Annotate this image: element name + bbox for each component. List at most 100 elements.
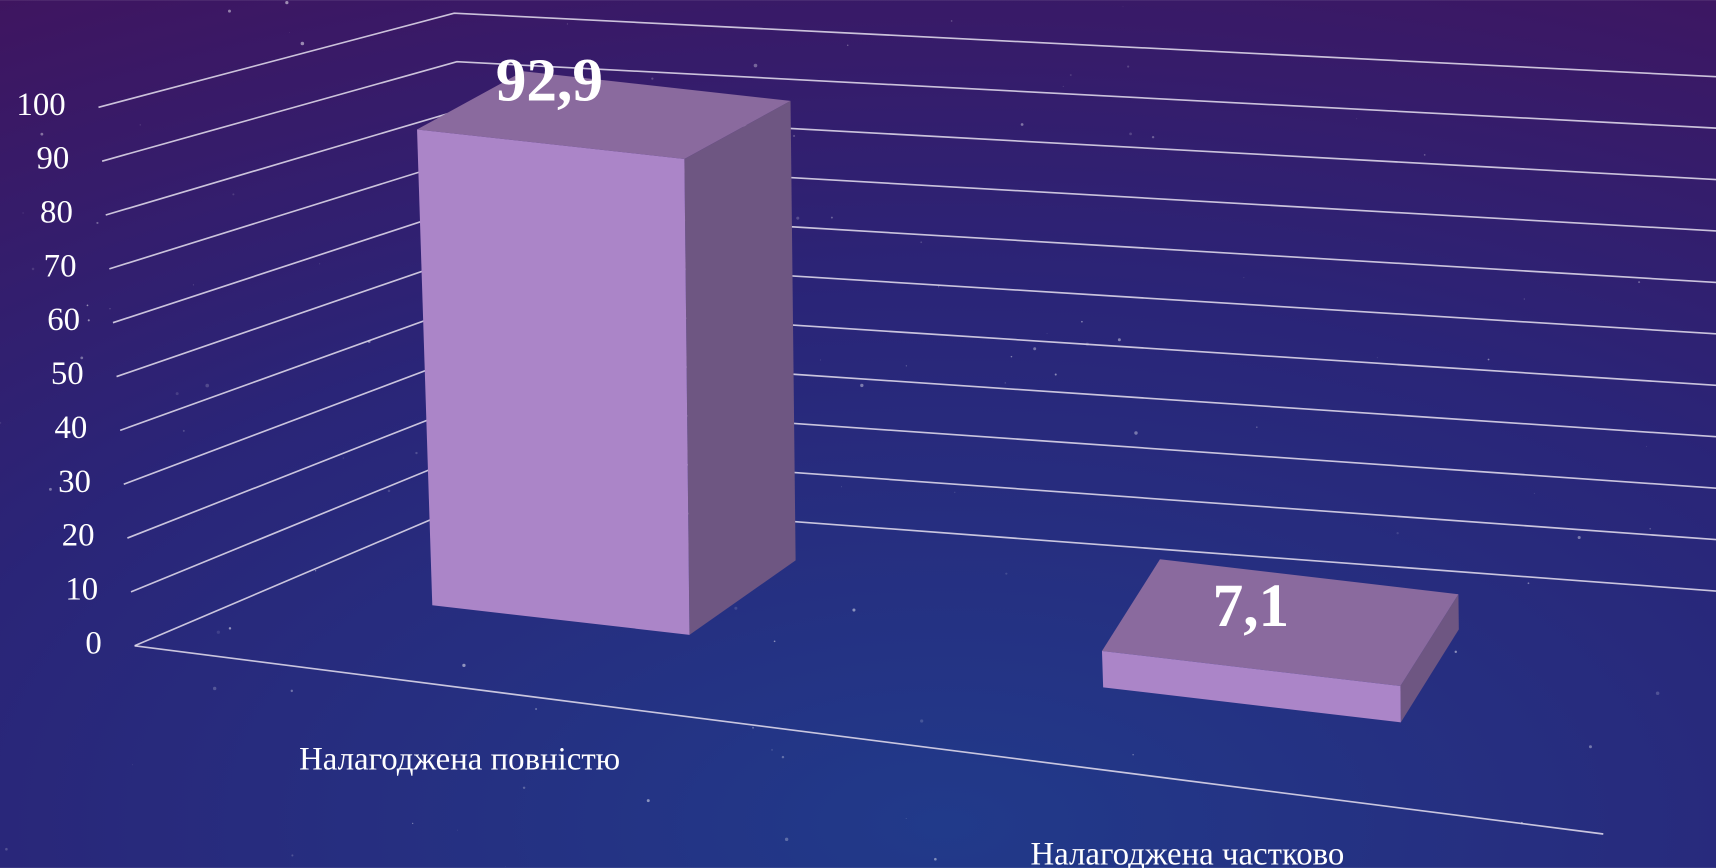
star bbox=[228, 9, 231, 13]
stars bbox=[0, 1, 1660, 868]
bar-side bbox=[684, 100, 796, 635]
star bbox=[228, 627, 232, 630]
bar-front bbox=[417, 129, 690, 635]
star bbox=[285, 1, 289, 5]
star bbox=[1533, 492, 1535, 494]
star bbox=[752, 726, 755, 729]
star bbox=[651, 77, 654, 80]
y-tick-label: 100 bbox=[16, 87, 65, 123]
star bbox=[1527, 582, 1530, 585]
star bbox=[1655, 691, 1660, 695]
star bbox=[192, 284, 194, 286]
star bbox=[830, 216, 833, 219]
star bbox=[319, 263, 321, 265]
y-tick-label: 70 bbox=[44, 248, 77, 284]
star bbox=[462, 663, 466, 668]
star bbox=[457, 829, 459, 831]
star bbox=[291, 854, 294, 857]
star bbox=[1081, 320, 1083, 323]
y-tick-label: 0 bbox=[85, 625, 101, 661]
star bbox=[342, 457, 345, 459]
star bbox=[846, 44, 849, 46]
star bbox=[796, 216, 800, 220]
star bbox=[920, 241, 923, 244]
y-tick-label: 10 bbox=[65, 571, 98, 607]
star bbox=[205, 383, 210, 388]
star bbox=[1033, 347, 1037, 351]
star bbox=[1132, 754, 1134, 756]
star bbox=[87, 319, 90, 322]
star bbox=[1117, 338, 1121, 342]
star bbox=[1062, 85, 1064, 87]
star bbox=[646, 799, 650, 803]
star bbox=[860, 383, 864, 388]
star bbox=[216, 630, 220, 634]
star bbox=[40, 132, 44, 136]
star bbox=[1638, 281, 1641, 284]
star bbox=[290, 689, 294, 693]
x-tick-label: Налагоджена повністю bbox=[299, 741, 620, 777]
star bbox=[232, 193, 235, 196]
star bbox=[131, 764, 133, 766]
star bbox=[86, 304, 89, 307]
y-tick-label: 60 bbox=[47, 302, 80, 338]
star bbox=[954, 491, 956, 493]
bar-front bbox=[1101, 650, 1401, 723]
star bbox=[1577, 535, 1581, 540]
star bbox=[1010, 355, 1013, 358]
bar-top bbox=[1101, 559, 1459, 687]
star bbox=[139, 124, 141, 126]
bar-top bbox=[417, 71, 791, 160]
star bbox=[1589, 745, 1592, 749]
star bbox=[734, 606, 738, 610]
star bbox=[0, 421, 2, 424]
y-tick-label: 40 bbox=[55, 410, 88, 446]
y-tick-label: 80 bbox=[40, 195, 73, 231]
star bbox=[753, 63, 758, 68]
star bbox=[1243, 277, 1245, 279]
star bbox=[1151, 135, 1155, 139]
grid-line bbox=[98, 12, 1716, 109]
star bbox=[408, 766, 411, 769]
star bbox=[1129, 132, 1132, 136]
star bbox=[1046, 333, 1048, 335]
star bbox=[950, 20, 953, 22]
star bbox=[535, 708, 538, 711]
star bbox=[109, 308, 111, 310]
star bbox=[1646, 446, 1647, 447]
star bbox=[1004, 382, 1006, 384]
star bbox=[1005, 572, 1008, 575]
star bbox=[781, 755, 785, 759]
star bbox=[1376, 357, 1378, 359]
star bbox=[852, 608, 856, 612]
y-tick-label: 30 bbox=[58, 464, 91, 500]
floor-edge bbox=[134, 644, 1604, 835]
star bbox=[905, 818, 907, 820]
star bbox=[819, 359, 821, 361]
star bbox=[784, 837, 789, 842]
star bbox=[22, 212, 24, 214]
y-tick-label: 90 bbox=[36, 141, 69, 177]
star bbox=[212, 686, 217, 691]
star bbox=[415, 451, 418, 455]
star bbox=[31, 267, 35, 271]
star bbox=[288, 32, 290, 33]
value-label: 92,9 bbox=[496, 47, 603, 115]
star bbox=[1487, 358, 1490, 361]
star bbox=[1256, 426, 1258, 428]
star bbox=[1523, 298, 1526, 300]
star bbox=[411, 822, 414, 825]
star bbox=[1020, 123, 1024, 126]
star bbox=[1069, 74, 1072, 76]
star bbox=[905, 365, 907, 367]
star bbox=[504, 866, 506, 868]
star bbox=[1649, 527, 1652, 530]
star bbox=[566, 23, 568, 25]
star bbox=[387, 489, 391, 493]
star bbox=[5, 847, 8, 851]
star bbox=[175, 392, 179, 396]
x-tick-label: Налагоджена частково bbox=[1030, 837, 1344, 868]
star bbox=[841, 486, 843, 488]
